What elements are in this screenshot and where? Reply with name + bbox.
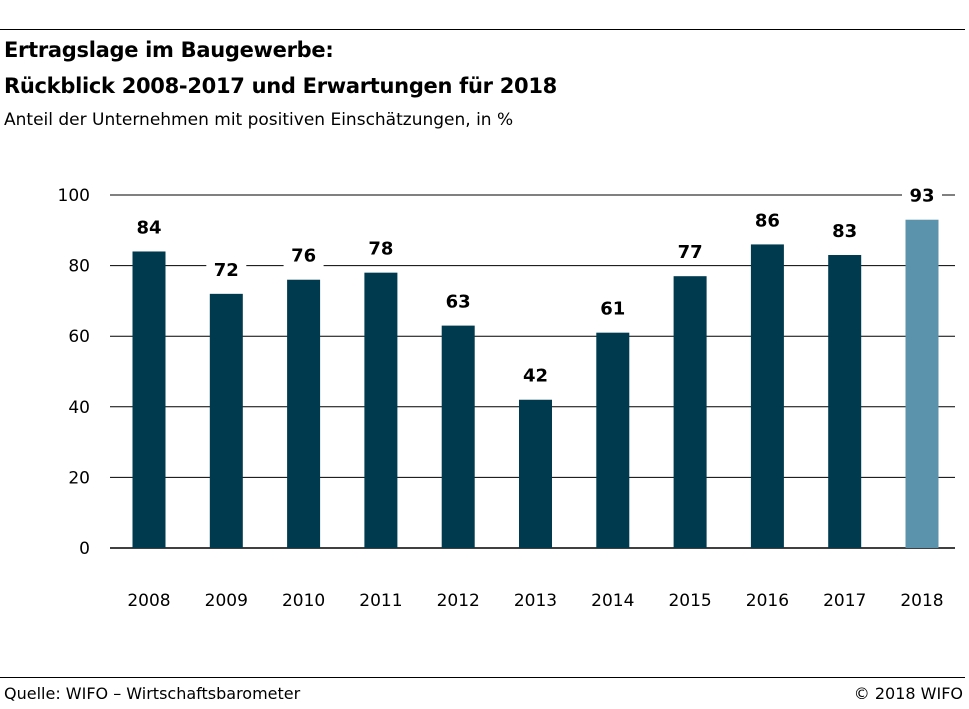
chart-title-line-2: Rückblick 2008-2017 und Erwartungen für … [4,74,557,98]
x-tick-label-2008: 2008 [127,591,170,611]
data-label-2017: 83 [832,221,857,242]
x-tick-label-2013: 2013 [514,591,557,611]
bar-2018 [905,219,939,548]
bar-2009 [209,293,243,548]
y-tick-label: 60 [68,327,90,347]
data-label-bg [592,297,633,320]
data-label-bg [438,290,479,313]
data-label-bg [206,258,247,281]
y-tick-label: 0 [79,539,90,559]
x-axis-ticks: 2008 2009 2010 2011 2012 2013 2014 2015 2016 2017… [127,591,943,611]
copyright-note: © 2018 WIFO [853,684,963,703]
bar-2016 [750,244,784,549]
data-label-bg [129,216,169,239]
x-tick-label-2014: 2014 [591,591,634,611]
y-tick-label: 20 [68,468,90,488]
data-label-bg [824,220,865,243]
chart-title-line-1: Ertragslage im Baugewerbe: [4,38,334,62]
x-tick-label-2016: 2016 [746,591,789,611]
x-tick-label-2009: 2009 [205,591,248,611]
data-label-bg [670,241,711,264]
bar-2012 [441,325,475,548]
x-tick-label-2017: 2017 [823,591,866,611]
y-axis-ticks: 0 20 40 60 80 100 [58,186,90,559]
x-tick-label-2010: 2010 [282,591,325,611]
bar-2008 [132,251,166,549]
source-note: Quelle: WIFO – Wirtschaftsbarometer [4,684,301,703]
data-label-2013: 42 [523,366,548,387]
data-label-bg [360,237,401,260]
data-label-2011: 78 [368,239,393,260]
data-labels: 84 72 76 78 63 42 61 77 86 83 93 [129,184,942,387]
bar-2011 [364,272,398,548]
x-tick-label-2011: 2011 [359,591,402,611]
data-label-2009: 72 [214,260,239,281]
data-label-bg [747,209,788,232]
top-rule [0,29,965,30]
data-label-2008: 84 [136,217,161,238]
data-label-2018: 93 [909,186,934,207]
data-label-bg [283,244,324,267]
bars [132,219,939,549]
bar-chart: 0 20 40 60 80 100 84 72 76 78 63 42 61 77 86 83 93 2008… [58,184,955,611]
data-label-bg [515,364,556,387]
data-label-2016: 86 [755,210,780,231]
bar-2010 [287,279,321,548]
y-tick-label: 100 [58,186,90,206]
x-tick-label-2015: 2015 [668,591,711,611]
x-tick-label-2018: 2018 [900,591,943,611]
bar-2013 [519,399,552,548]
data-label-2012: 63 [446,292,471,313]
x-tick-label-2012: 2012 [437,591,480,611]
data-label-2015: 77 [678,242,703,263]
data-label-2014: 61 [600,299,625,320]
chart-subtitle: Anteil der Unternehmen mit positiven Ein… [4,110,514,130]
bar-2015 [673,276,707,548]
data-label-2010: 76 [291,246,316,267]
bottom-rule [0,677,965,678]
y-tick-label: 80 [68,257,90,277]
data-label-bg [902,184,942,207]
y-tick-label: 40 [68,398,90,418]
bar-2014 [596,332,630,548]
bar-2017 [828,255,862,548]
